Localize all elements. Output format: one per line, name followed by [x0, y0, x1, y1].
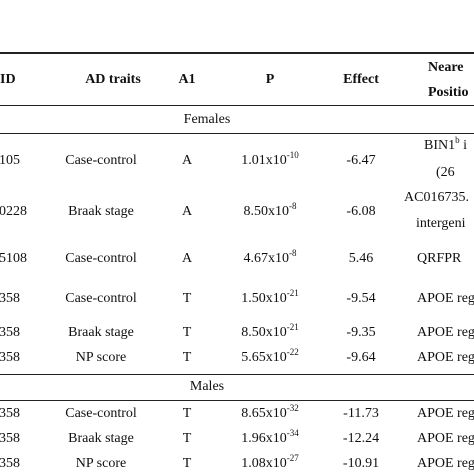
cell-effect: -12.24 [342, 431, 380, 446]
cell-effect: -9.64 [346, 350, 376, 365]
p-value-base: 1.08x10 [241, 456, 287, 471]
p-value-base: 1.96x10 [241, 431, 287, 446]
p-value-exponent: -21 [286, 288, 299, 298]
cell-a1: A [181, 153, 193, 168]
nearest-gene-footnote: b [455, 135, 460, 145]
p-value-exponent: -34 [286, 428, 299, 438]
cell-a1: T [182, 350, 192, 365]
cell-p-value: 1.96x10-34 [241, 429, 299, 446]
header-id: ID [0, 72, 16, 87]
p-value-exponent: -21 [286, 322, 299, 332]
section-label-males: Males [189, 379, 225, 394]
cell-nearest-gene: APOE reg [417, 432, 474, 446]
cell-trait: Case-control [65, 406, 137, 421]
p-value-exponent: -27 [286, 453, 299, 463]
cell-nearest-gene: BIN1b i [424, 136, 468, 153]
cell-effect: -6.08 [346, 204, 376, 219]
cell-trait: Braak stage [68, 431, 134, 446]
cell-effect: -10.91 [342, 456, 380, 471]
nearest-gene-name: APOE reg [417, 325, 474, 340]
nearest-gene-name: APOE reg [417, 406, 474, 421]
cell-id: 358 [0, 291, 20, 306]
header-p: P [265, 72, 275, 87]
cell-a1: T [182, 456, 192, 471]
cell-a1: A [181, 204, 193, 219]
cell-p-value: 1.01x10-10 [241, 151, 299, 168]
p-value-base: 8.50x10 [243, 204, 290, 219]
cell-trait: Case-control [65, 153, 137, 168]
header-nearest: Neare [428, 60, 464, 75]
cell-trait: NP score [75, 350, 127, 365]
cell-nearest-gene: QRFPR [417, 252, 461, 266]
nearest-gene-name: QRFPR [417, 251, 462, 266]
cell-nearest-gene: APOE reg [417, 292, 474, 306]
cell-id: 358 [0, 350, 20, 365]
cell-a1: A [181, 251, 193, 266]
nearest-gene-tail: i [459, 138, 468, 153]
nearest-gene-name: APOE reg [417, 291, 474, 306]
header-position: Positio [428, 85, 469, 100]
cell-a1: T [182, 406, 192, 421]
cell-id: 0228 [0, 204, 27, 219]
cell-nearest-gene: APOE reg [417, 326, 474, 340]
p-value-base: 4.67x10 [243, 251, 290, 266]
nearest-gene-name: BIN1 [424, 138, 456, 153]
nearest-gene-name: APOE reg [417, 350, 474, 365]
cell-p-value: 8.50x10-21 [241, 323, 299, 340]
cell-id: 358 [0, 431, 20, 446]
cell-a1: T [182, 325, 192, 340]
cell-trait: Braak stage [68, 325, 134, 340]
cell-p-value: 8.50x10-8 [243, 202, 297, 219]
cell-nearest-gene: APOE reg [417, 351, 474, 365]
p-value-base: 1.01x10 [241, 153, 287, 168]
cell-id: 5108 [0, 251, 27, 266]
nearest-gene-name: APOE reg [417, 431, 474, 446]
p-value-exponent: -22 [286, 347, 299, 357]
cell-nearest-gene: APOE reg [417, 407, 474, 421]
header-rule [0, 105, 474, 106]
p-value-base: 5.65x10 [241, 350, 287, 365]
p-value-exponent: -10 [286, 150, 299, 160]
cell-p-value: 1.08x10-27 [241, 454, 299, 471]
cell-effect: 5.46 [348, 251, 374, 266]
cell-p-value: 4.67x10-8 [243, 249, 297, 266]
p-value-base: 8.65x10 [241, 406, 287, 421]
section-label-females: Females [183, 112, 231, 127]
header-a1: A1 [178, 72, 196, 87]
cell-a1: T [182, 431, 192, 446]
cell-id: 358 [0, 406, 20, 421]
p-value-base: 8.50x10 [241, 325, 287, 340]
cell-trait: Case-control [65, 291, 137, 306]
cell-trait: Case-control [65, 251, 137, 266]
cell-p-value: 5.65x10-22 [241, 348, 299, 365]
cell-id: 105 [0, 153, 20, 168]
cell-effect: -9.54 [346, 291, 376, 306]
cell-p-value: 8.65x10-32 [241, 404, 299, 421]
cell-id: 358 [0, 456, 20, 471]
cell-effect: -11.73 [343, 406, 379, 421]
cell-nearest-position: (26 [436, 165, 455, 180]
cell-effect: -9.35 [346, 325, 376, 340]
females-rule [0, 133, 474, 134]
cell-effect: -6.47 [346, 153, 376, 168]
cell-nearest-gene: APOE reg [417, 457, 474, 471]
cell-trait: NP score [75, 456, 127, 471]
nearest-gene-name: APOE reg [417, 456, 474, 471]
top-rule [0, 52, 474, 54]
cell-id: 358 [0, 325, 20, 340]
nearest-gene-name: AC016735. [404, 190, 469, 205]
cell-nearest-gene: AC016735. [404, 191, 469, 205]
cell-a1: T [182, 291, 192, 306]
males-rule [0, 400, 474, 401]
p-value-exponent: -8 [289, 201, 297, 211]
header-traits: AD traits [85, 72, 141, 87]
header-effect: Effect [343, 72, 379, 87]
cell-p-value: 1.50x10-21 [241, 289, 299, 306]
males-top-rule [0, 374, 474, 375]
p-value-exponent: -8 [289, 248, 297, 258]
cell-trait: Braak stage [68, 204, 134, 219]
p-value-exponent: -32 [286, 403, 299, 413]
p-value-base: 1.50x10 [241, 291, 287, 306]
cell-nearest-position: intergeni [416, 216, 466, 231]
